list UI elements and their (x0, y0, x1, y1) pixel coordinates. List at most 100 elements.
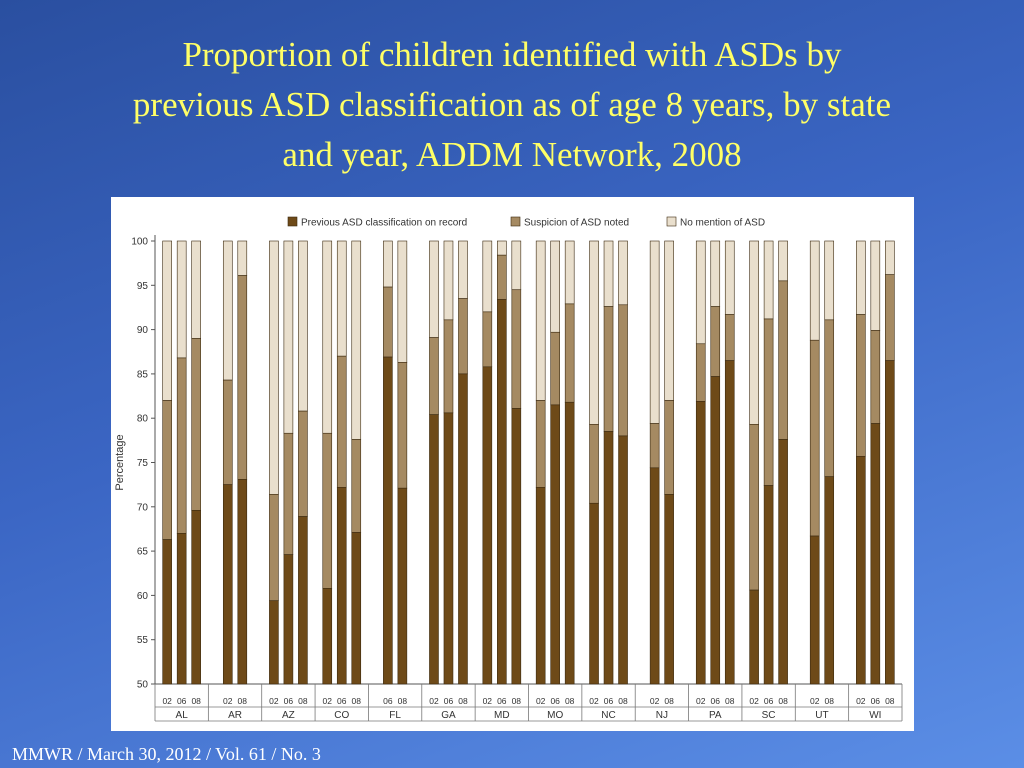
bar-segment-previous (397, 487, 408, 685)
year-tick-label: 08 (824, 696, 834, 706)
y-tick-label: 90 (137, 325, 149, 336)
bar-segment-no-mention (763, 240, 774, 320)
year-tick-label: 06 (550, 696, 560, 706)
year-tick-label: 02 (536, 696, 546, 706)
year-tick-label: 08 (298, 696, 308, 706)
bar-segment-no-mention (778, 240, 788, 282)
year-tick-label: 08 (398, 696, 408, 706)
year-tick-label: 08 (565, 696, 575, 706)
bar-segment-no-mention (283, 240, 294, 434)
bar-segment-suspicion (535, 400, 546, 488)
bar-segment-previous (535, 487, 546, 685)
legend-swatch (666, 216, 677, 227)
bar-segment-previous (885, 360, 895, 685)
bar-segment-no-mention (443, 240, 454, 321)
bar-segment-suspicion (664, 400, 674, 495)
bar-segment-no-mention (695, 240, 706, 345)
state-label: CO (334, 710, 349, 721)
bar-segment-no-mention (397, 240, 408, 363)
year-tick-label: 06 (383, 696, 393, 706)
bar-segment-no-mention (603, 240, 614, 307)
state-label: MO (547, 710, 563, 721)
bar-segment-no-mention (824, 240, 835, 321)
state-label: AZ (282, 710, 295, 721)
state-label: FL (389, 710, 401, 721)
bar-segment-suspicion (564, 303, 575, 403)
year-tick-label: 02 (162, 696, 172, 706)
year-tick-label: 08 (191, 696, 201, 706)
bar-segment-suspicion (298, 410, 308, 517)
year-tick-label: 06 (284, 696, 294, 706)
bar-segment-suspicion (870, 330, 881, 424)
bar-segment-previous (603, 431, 614, 685)
legend-label: Previous ASD classification on record (301, 218, 467, 229)
bar-segment-suspicion (497, 254, 507, 300)
bar-segment-suspicion (429, 337, 439, 415)
bar-segment-no-mention (351, 240, 362, 440)
year-tick-label: 06 (764, 696, 774, 706)
y-tick-label: 75 (137, 458, 149, 469)
bar-segment-no-mention (856, 240, 866, 315)
bar-segment-previous (497, 299, 507, 685)
bar-segment-suspicion (397, 362, 408, 489)
slide-title-line-2: previous ASD classification as of age 8 … (132, 85, 892, 124)
bar-segment-no-mention (176, 240, 187, 359)
bar-segment-previous (749, 589, 759, 685)
bar-segment-no-mention (589, 240, 599, 425)
bar-segment-no-mention (497, 240, 507, 256)
bar-segment-previous (778, 439, 788, 685)
state-label: UT (815, 710, 828, 721)
bar-segment-suspicion (269, 494, 279, 602)
bar-segment-previous (298, 516, 308, 685)
bar-segment-suspicion (222, 379, 233, 485)
bar-segment-suspicion (809, 339, 820, 537)
year-tick-label: 06 (604, 696, 614, 706)
bar-segment-suspicion (618, 304, 628, 437)
state-label: PA (709, 710, 722, 721)
bar-segment-no-mention (710, 240, 721, 307)
bar-segment-previous (649, 467, 660, 685)
year-tick-label: 02 (223, 696, 233, 706)
bar-segment-suspicion (443, 319, 454, 414)
bar-segment-previous (763, 485, 774, 685)
year-tick-label: 08 (664, 696, 674, 706)
bar-segment-previous (191, 510, 201, 685)
year-tick-label: 02 (856, 696, 866, 706)
state-label: NJ (656, 710, 668, 721)
legend-swatch (510, 216, 521, 227)
year-tick-label: 08 (238, 696, 248, 706)
state-label: NC (601, 710, 615, 721)
legend-swatch (287, 216, 298, 227)
bar-segment-no-mention (724, 240, 735, 315)
bar-segment-no-mention (809, 240, 820, 341)
slide-title-line-1: Proportion of children identified with A… (182, 35, 842, 74)
year-tick-label: 08 (778, 696, 788, 706)
year-tick-label: 06 (711, 696, 721, 706)
bar-segment-previous (809, 535, 820, 685)
bar-segment-previous (564, 401, 575, 685)
bar-segment-previous (283, 554, 294, 685)
bar-segment-suspicion (550, 331, 560, 406)
bar-segment-no-mention (237, 240, 248, 276)
year-tick-label: 06 (497, 696, 507, 706)
bar-segment-previous (870, 423, 881, 685)
bar-segment-suspicion (162, 400, 172, 540)
bar-segment-suspicion (191, 338, 201, 511)
y-tick-label: 80 (137, 414, 149, 425)
bar-segment-previous (322, 588, 333, 685)
year-tick-label: 08 (618, 696, 628, 706)
y-tick-label: 50 (137, 680, 149, 691)
bar-segment-suspicion (336, 355, 347, 488)
year-tick-label: 06 (177, 696, 187, 706)
bar-segment-previous (724, 360, 735, 685)
bar-segment-previous (383, 356, 393, 685)
year-tick-label: 08 (352, 696, 362, 706)
bar-segment-no-mention (550, 240, 560, 333)
y-tick-label: 85 (137, 369, 149, 380)
state-label: WI (869, 710, 881, 721)
bar-segment-suspicion (749, 424, 759, 591)
bar-segment-previous (618, 435, 628, 685)
year-tick-label: 02 (696, 696, 706, 706)
y-tick-label: 70 (137, 502, 149, 513)
chart-panel: Previous ASD classification on record Sus… (111, 197, 914, 731)
